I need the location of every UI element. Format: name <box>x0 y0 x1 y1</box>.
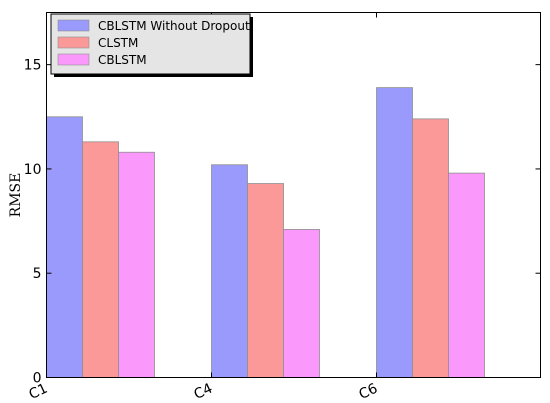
bar-clstm-c1 <box>82 141 119 378</box>
x-tick-label-c6: C6 <box>356 381 380 403</box>
legend-label: CLSTM <box>98 36 138 50</box>
legend-swatch <box>57 36 90 49</box>
legend: CBLSTM Without Dropout CLSTM CBLSTM <box>50 13 253 77</box>
y-axis-label: RMSE <box>8 173 24 218</box>
bar-cblstm-without-dropout-c4 <box>211 164 248 378</box>
bar-cblstm-without-dropout-c1 <box>46 116 83 378</box>
x-axis: C1 C4 C6 <box>26 12 380 403</box>
bar-cblstm-without-dropout-c6 <box>376 87 413 378</box>
plot-frame <box>46 12 541 378</box>
y-axis: 0 5 10 15 <box>24 58 541 387</box>
y-tick-label: 15 <box>24 58 42 74</box>
y-tick-label: 0 <box>33 371 42 387</box>
x-tick-label-c1: C1 <box>26 381 50 403</box>
y-tick-label: 5 <box>33 266 42 282</box>
bar-cblstm-c4 <box>283 229 320 378</box>
bar-cblstm-c1 <box>118 151 155 378</box>
bar-cblstm-c6 <box>448 172 485 378</box>
legend-label: CBLSTM <box>98 53 147 67</box>
legend-swatch <box>57 19 90 32</box>
y-tick-label: 10 <box>24 162 42 178</box>
bar-clstm-c6 <box>412 118 449 378</box>
legend-label: CBLSTM Without Dropout <box>98 19 250 33</box>
x-tick-label-c4: C4 <box>191 381 215 403</box>
bars-layer <box>46 87 485 378</box>
bar-clstm-c4 <box>247 183 284 378</box>
legend-swatch <box>57 53 90 66</box>
